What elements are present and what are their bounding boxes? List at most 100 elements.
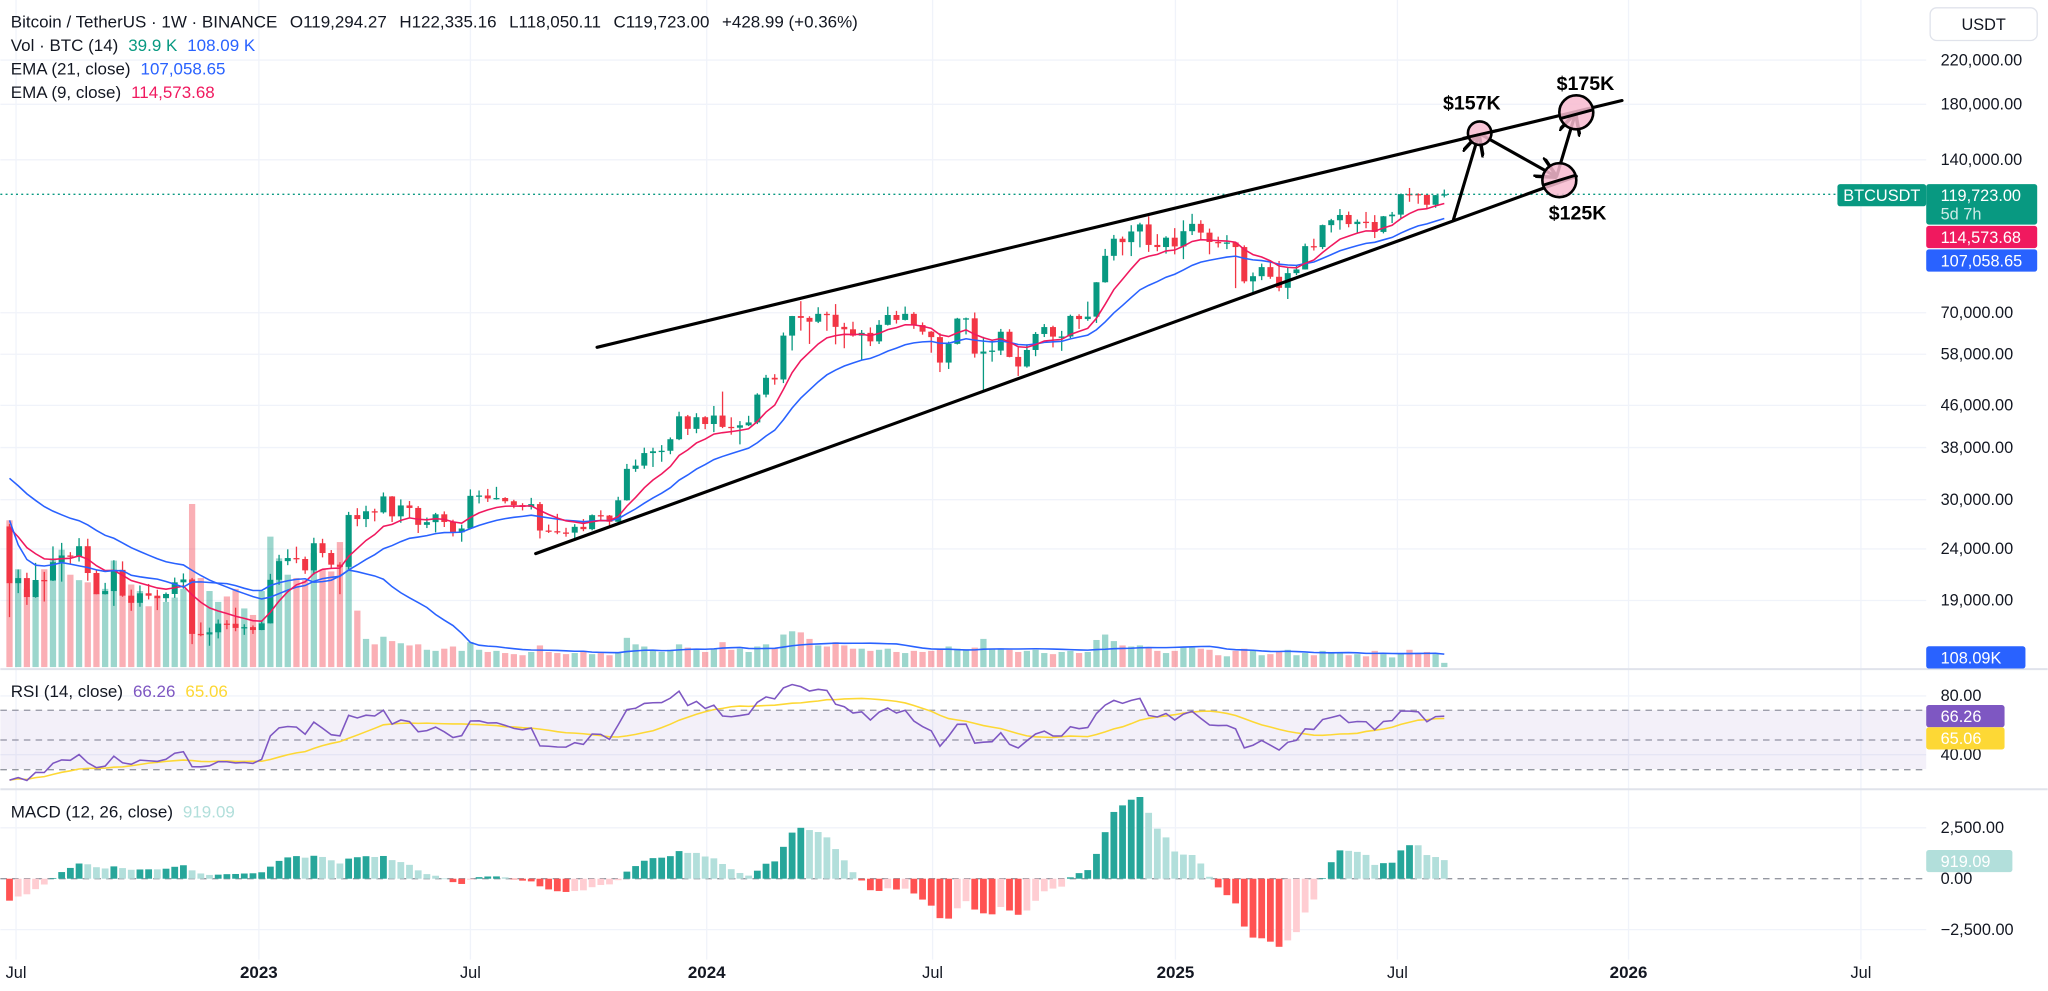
candle-body[interactable] <box>1145 224 1152 245</box>
candle-body[interactable] <box>797 316 804 318</box>
candle-body[interactable] <box>849 329 856 336</box>
candle-body[interactable] <box>1206 232 1213 242</box>
candle-body[interactable] <box>1093 282 1100 317</box>
candle-body[interactable] <box>67 555 74 557</box>
candle-body[interactable] <box>241 627 248 629</box>
candle-body[interactable] <box>963 318 970 320</box>
candle-body[interactable] <box>354 515 361 520</box>
ema21-legend[interactable]: EMA (21, close) 107,058.65 <box>11 59 226 78</box>
candle-body[interactable] <box>389 496 396 517</box>
candle-body[interactable] <box>1128 231 1135 243</box>
candle-body[interactable] <box>936 337 943 363</box>
candle-body[interactable] <box>249 627 256 631</box>
candle-body[interactable] <box>841 326 848 330</box>
candle-body[interactable] <box>702 417 709 424</box>
candle-body[interactable] <box>1406 194 1413 196</box>
candle-body[interactable] <box>1023 349 1030 367</box>
candle-body[interactable] <box>380 496 387 513</box>
candle-body[interactable] <box>154 595 161 599</box>
upper-trendline[interactable] <box>595 98 1624 349</box>
candle-body[interactable] <box>197 633 204 636</box>
candle-body[interactable] <box>1267 267 1274 277</box>
path-leg-1[interactable] <box>1451 136 1479 221</box>
candle-body[interactable] <box>493 498 500 500</box>
candle-body[interactable] <box>1276 276 1283 288</box>
candle-body[interactable] <box>1371 222 1378 232</box>
candle-body[interactable] <box>276 561 283 580</box>
candle-body[interactable] <box>641 453 648 466</box>
candle-body[interactable] <box>41 579 48 582</box>
candle-body[interactable] <box>319 543 326 554</box>
candle-body[interactable] <box>1163 237 1170 248</box>
candle-body[interactable] <box>302 559 309 571</box>
candle-body[interactable] <box>189 579 196 634</box>
candle-body[interactable] <box>771 377 778 380</box>
symbol-legend[interactable]: Bitcoin / TetherUS · 1W · BINANCE O119,2… <box>11 12 858 31</box>
candle-body[interactable] <box>623 468 630 501</box>
candle-body[interactable] <box>693 417 700 429</box>
rising-wedge-drawing[interactable] <box>534 98 1624 556</box>
candle-body[interactable] <box>884 314 891 325</box>
candle-body[interactable] <box>1058 336 1065 338</box>
candle-body[interactable] <box>1084 316 1091 320</box>
candle-body[interactable] <box>328 553 335 565</box>
candle-body[interactable] <box>223 623 230 625</box>
candle-body[interactable] <box>728 426 735 429</box>
candle-body[interactable] <box>1302 246 1309 270</box>
candle-body[interactable] <box>1397 194 1404 215</box>
candle-body[interactable] <box>1241 247 1248 282</box>
candle-body[interactable] <box>15 578 22 584</box>
candle-body[interactable] <box>1249 276 1256 282</box>
candle-body[interactable] <box>110 569 117 592</box>
candle-body[interactable] <box>163 593 170 599</box>
candle-body[interactable] <box>658 450 665 453</box>
macd-legend[interactable]: MACD (12, 26, close) 919.09 <box>11 802 235 821</box>
candle-body[interactable] <box>945 343 952 363</box>
candle-body[interactable] <box>989 350 996 352</box>
candle-body[interactable] <box>954 318 961 344</box>
candle-body[interactable] <box>1310 246 1317 248</box>
candle-body[interactable] <box>32 579 39 598</box>
candle-body[interactable] <box>397 505 404 517</box>
candle-body[interactable] <box>415 507 422 525</box>
candle-body[interactable] <box>632 465 639 469</box>
candle-body[interactable] <box>736 425 743 428</box>
candle-body[interactable] <box>710 415 717 424</box>
candle-body[interactable] <box>1076 315 1083 320</box>
candle-body[interactable] <box>136 593 143 603</box>
candle-body[interactable] <box>1319 225 1326 248</box>
candle-body[interactable] <box>1232 242 1239 248</box>
candle-body[interactable] <box>580 526 587 530</box>
candle-body[interactable] <box>232 623 239 628</box>
candle-body[interactable] <box>336 564 343 567</box>
candle-body[interactable] <box>763 377 770 395</box>
candle-body[interactable] <box>606 515 613 522</box>
candle-body[interactable] <box>971 318 978 354</box>
candle-body[interactable] <box>1067 315 1074 337</box>
currency-button[interactable] <box>1929 7 2038 42</box>
candle-body[interactable] <box>554 531 561 533</box>
candle-body[interactable] <box>1441 194 1448 196</box>
candle-body[interactable] <box>1293 269 1300 274</box>
candle-body[interactable] <box>815 313 822 322</box>
candle-body[interactable] <box>93 573 100 595</box>
candle-body[interactable] <box>649 451 656 454</box>
candle-body[interactable] <box>1345 214 1352 225</box>
candle-body[interactable] <box>1197 223 1204 233</box>
candle-body[interactable] <box>684 416 691 429</box>
candle-body[interactable] <box>76 546 83 557</box>
rsi-legend[interactable]: RSI (14, close) 66.26 65.06 <box>11 682 228 701</box>
candle-body[interactable] <box>1389 214 1396 217</box>
candle-body[interactable] <box>823 313 830 316</box>
candle-body[interactable] <box>832 314 839 327</box>
candle-body[interactable] <box>180 579 187 583</box>
candle-body[interactable] <box>1171 237 1178 247</box>
candle-body[interactable] <box>6 526 13 584</box>
candle-body[interactable] <box>1006 331 1013 357</box>
lower-trendline[interactable] <box>534 174 1578 556</box>
candle-body[interactable] <box>49 562 56 581</box>
candle-body[interactable] <box>1032 333 1039 350</box>
candle-body[interactable] <box>867 332 874 342</box>
candle-body[interactable] <box>458 528 465 533</box>
